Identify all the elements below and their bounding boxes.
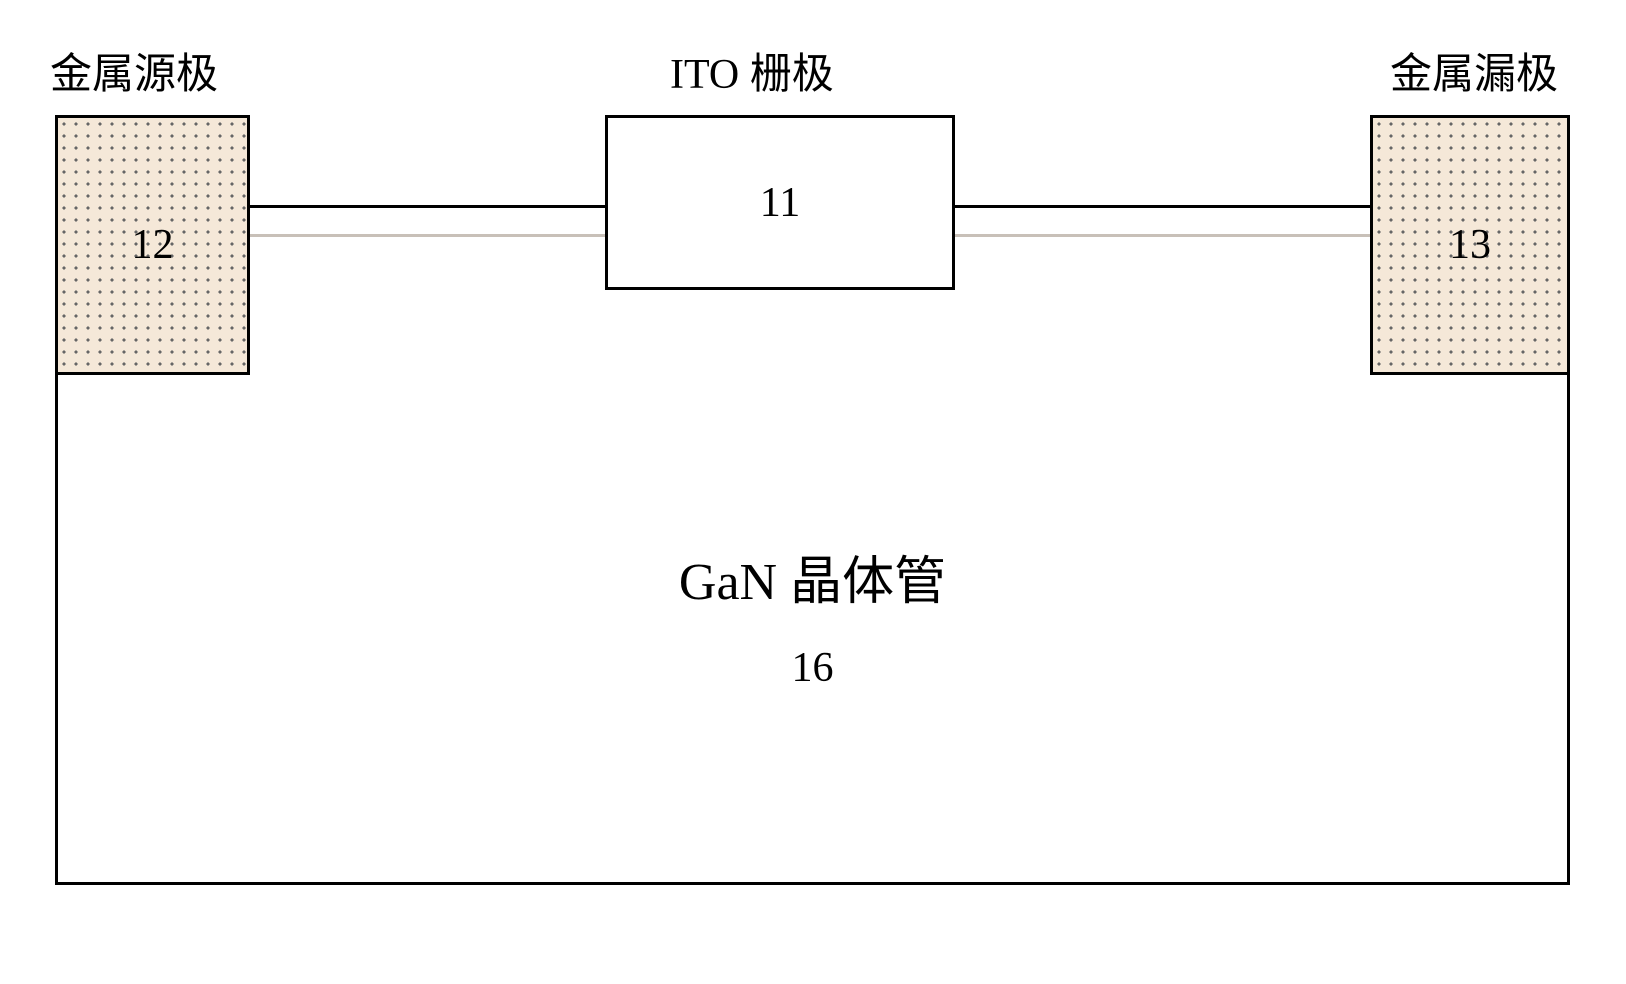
diagram-container: 金属源极 ITO 栅极 金属漏极 GaN 晶体管 16 12 11 13 <box>50 40 1576 940</box>
gate-number: 11 <box>760 179 800 227</box>
drain-top-label: 金属漏极 <box>1390 40 1558 101</box>
connector-right <box>955 205 1370 208</box>
source-electrode: 12 <box>55 115 250 375</box>
gate-top-label: ITO 栅极 <box>670 40 834 101</box>
body-number: 16 <box>792 644 834 692</box>
body-label: GaN 晶体管 <box>679 539 946 614</box>
drain-number: 13 <box>1449 221 1491 269</box>
connector-left <box>250 205 605 208</box>
source-number: 12 <box>132 221 174 269</box>
drain-electrode: 13 <box>1370 115 1570 375</box>
source-top-label: 金属源极 <box>50 40 218 101</box>
gate-electrode: 11 <box>605 115 955 290</box>
transistor-body: GaN 晶体管 16 <box>55 205 1570 885</box>
